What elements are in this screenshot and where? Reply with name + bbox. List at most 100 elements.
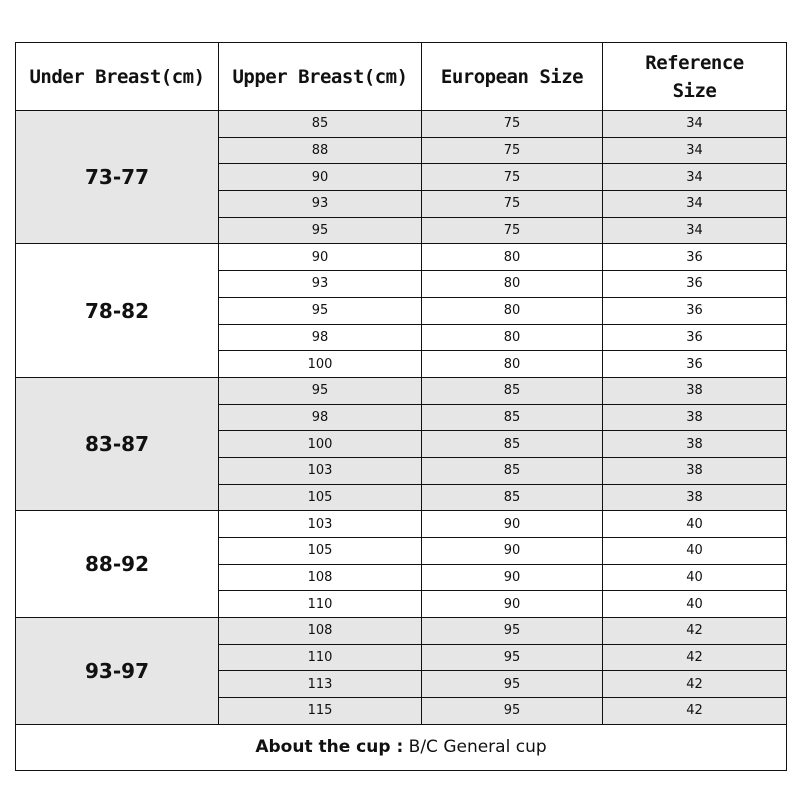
table-row: 93 80 36	[16, 270, 787, 298]
upper-breast-cell: 90	[218, 163, 422, 192]
european-size-cell: 90	[421, 510, 603, 538]
size-chart-table: Under Breast(cm) Upper Breast(cm) Europe…	[15, 42, 787, 771]
table-row: 95 80 36	[16, 296, 787, 325]
upper-breast-cell: 85	[218, 110, 422, 138]
reference-size-cell: 34	[602, 216, 787, 245]
reference-size-cell: 40	[602, 537, 787, 565]
european-size-cell: 85	[421, 403, 603, 432]
european-size-cell: 95	[421, 670, 603, 699]
european-size-cell: 85	[421, 430, 603, 458]
header-under-breast: Under Breast(cm)	[15, 42, 219, 111]
table-row: 73-77 85 75 34	[15, 109, 787, 245]
european-size-cell: 80	[421, 270, 603, 298]
table-row: 78-82 90 80 36	[15, 243, 787, 378]
upper-breast-cell: 95	[218, 376, 422, 405]
european-size-cell: 80	[421, 323, 603, 352]
table-row: 115 95 42	[16, 697, 787, 725]
reference-size-cell: 34	[602, 110, 787, 138]
under-breast-range: 73-77	[15, 109, 219, 245]
reference-size-cell: 34	[602, 163, 787, 192]
reference-size-cell: 34	[602, 190, 787, 218]
table-row: 110 90 40	[16, 590, 787, 619]
reference-size-cell: 42	[602, 670, 787, 699]
european-size-cell: 90	[421, 537, 603, 565]
european-size-cell: 75	[421, 216, 603, 245]
cup-note: About the cup : B/C General cup	[15, 723, 787, 771]
reference-size-cell: 38	[602, 403, 787, 432]
upper-breast-cell: 105	[218, 537, 422, 565]
european-size-cell: 75	[421, 110, 603, 138]
european-size-cell: 80	[421, 243, 603, 272]
header-row: Under Breast(cm) Upper Breast(cm) Europe…	[15, 42, 787, 111]
upper-breast-cell: 115	[218, 697, 422, 725]
upper-breast-cell: 95	[218, 296, 422, 325]
reference-size-cell: 38	[602, 430, 787, 458]
table-row: 83-87 95 85 38	[15, 376, 787, 512]
european-size-cell: 90	[421, 590, 603, 619]
reference-size-cell: 40	[602, 563, 787, 592]
reference-size-cell: 42	[602, 643, 787, 672]
cup-note-label: About the cup :	[255, 737, 404, 758]
reference-size-cell: 38	[602, 376, 787, 405]
header-upper-breast: Upper Breast(cm)	[218, 42, 422, 111]
reference-size-cell: 36	[602, 323, 787, 352]
under-breast-range: 83-87	[15, 376, 219, 512]
reference-size-cell: 36	[602, 296, 787, 325]
under-breast-range: 88-92	[15, 510, 219, 619]
upper-breast-cell: 108	[218, 617, 422, 645]
reference-size-cell: 40	[602, 590, 787, 619]
table-row: 95 75 34	[16, 216, 787, 245]
header-european-size: European Size	[421, 42, 603, 111]
table-row: 88 75 34	[16, 136, 787, 165]
european-size-cell: 95	[421, 617, 603, 645]
reference-size-cell: 36	[602, 270, 787, 298]
footer-row: About the cup : B/C General cup	[15, 723, 787, 771]
upper-breast-cell: 93	[218, 190, 422, 218]
table-row: 93 75 34	[16, 190, 787, 218]
table-row: 108 90 40	[16, 563, 787, 592]
upper-breast-cell: 108	[218, 563, 422, 592]
upper-breast-cell: 100	[218, 350, 422, 378]
table-body: 73-77 85 75 34 88 75 34 90 75 34 93 75 34 95 75 34 78-82…	[15, 109, 787, 725]
upper-breast-cell: 113	[218, 670, 422, 699]
table-row: 105 90 40	[16, 537, 787, 565]
table-row: 110 95 42	[16, 643, 787, 672]
under-breast-range: 93-97	[15, 617, 219, 725]
under-breast-range: 78-82	[15, 243, 219, 378]
table-row: 105 85 38	[16, 483, 787, 512]
upper-breast-cell: 100	[218, 430, 422, 458]
upper-breast-cell: 98	[218, 323, 422, 352]
reference-size-cell: 42	[602, 697, 787, 725]
reference-size-cell: 40	[602, 510, 787, 538]
upper-breast-cell: 105	[218, 483, 422, 512]
european-size-cell: 85	[421, 376, 603, 405]
header-reference-size: Reference Size	[602, 42, 787, 111]
table-row: 93-97 108 95 42	[15, 617, 787, 725]
table-row: 88-92 103 90 40	[15, 510, 787, 619]
reference-size-cell: 36	[602, 243, 787, 272]
european-size-cell: 80	[421, 296, 603, 325]
table-row: 113 95 42	[16, 670, 787, 699]
european-size-cell: 85	[421, 483, 603, 512]
reference-size-cell: 34	[602, 136, 787, 165]
european-size-cell: 85	[421, 456, 603, 485]
upper-breast-cell: 110	[218, 590, 422, 619]
table-row: 98 85 38	[16, 403, 787, 432]
upper-breast-cell: 103	[218, 510, 422, 538]
upper-breast-cell: 93	[218, 270, 422, 298]
table-row: 90 75 34	[16, 163, 787, 192]
table-row: 98 80 36	[16, 323, 787, 352]
european-size-cell: 75	[421, 163, 603, 192]
european-size-cell: 90	[421, 563, 603, 592]
upper-breast-cell: 98	[218, 403, 422, 432]
cup-note-value: B/C General cup	[403, 737, 547, 758]
table-row: 100 80 36	[16, 350, 787, 378]
european-size-cell: 95	[421, 697, 603, 725]
upper-breast-cell: 110	[218, 643, 422, 672]
european-size-cell: 95	[421, 643, 603, 672]
european-size-cell: 80	[421, 350, 603, 378]
upper-breast-cell: 88	[218, 136, 422, 165]
european-size-cell: 75	[421, 136, 603, 165]
european-size-cell: 75	[421, 190, 603, 218]
table-row: 100 85 38	[16, 430, 787, 458]
